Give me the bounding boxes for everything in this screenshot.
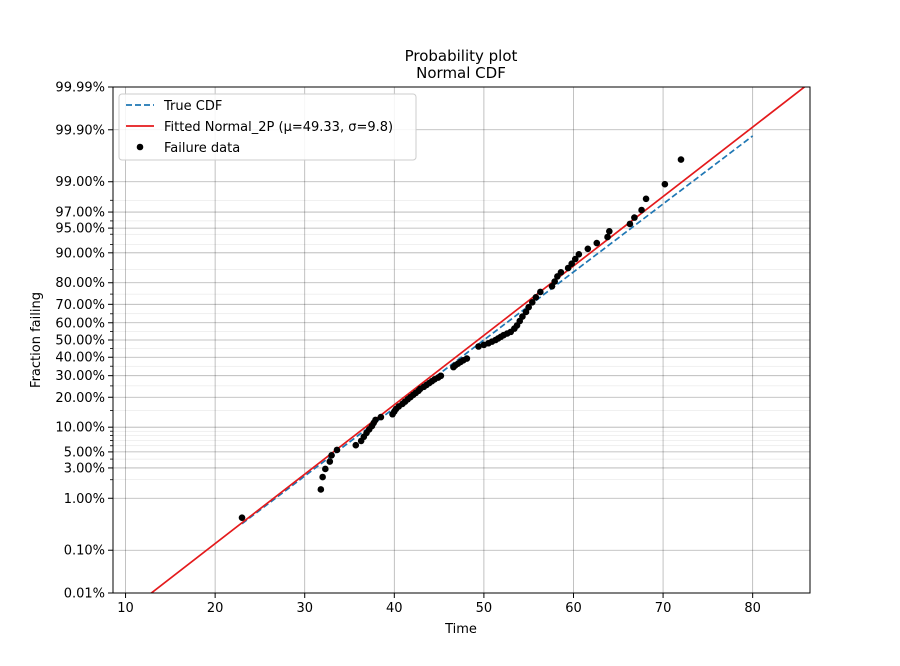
failure-data-point [677, 156, 685, 163]
grid-layer [113, 86, 810, 594]
y-tick-label: 30.00% [55, 369, 105, 384]
legend: True CDF Fitted Normal_2P (μ=49.33, σ=9.… [118, 93, 417, 161]
failure-data-point [568, 260, 575, 267]
failure-data-point [372, 416, 379, 424]
x-tick-label: 40 [386, 601, 403, 616]
failure-data-point [437, 372, 445, 380]
failure-data-point [606, 227, 613, 235]
failure-data-point [463, 355, 471, 362]
failure-data-point [642, 195, 650, 203]
axis-ticks: 0.01% 0.10% 1.00% 3.00%5.00% 10.00% 20.00% 30.… [55, 81, 761, 617]
series-lines [149, 87, 806, 593]
chart-subtitle: Normal CDF [416, 64, 506, 82]
y-tick-label: 20.00% [55, 391, 105, 406]
x-tick-label: 80 [744, 601, 761, 616]
y-tick-label: 60.00% [55, 316, 105, 331]
y-tick-label: 5.00% [64, 445, 105, 460]
x-tick-label: 10 [117, 601, 134, 616]
fitted-cdf-line [149, 87, 806, 593]
failure-data-point [584, 245, 592, 253]
failure-data-point [326, 458, 334, 465]
failure-data-point [548, 283, 556, 290]
failure-data-point [532, 293, 540, 301]
failure-data-point [238, 514, 246, 521]
failure-data-point [604, 233, 611, 241]
failure-data-point [377, 413, 385, 421]
y-tick-label: 50.00% [55, 334, 105, 349]
y-tick-label: 10.00% [55, 421, 105, 436]
failure-data-point [328, 452, 335, 459]
legend-failure-data-label: Failure data [164, 141, 240, 156]
failure-data-point [352, 441, 360, 449]
y-tick-label: 97.00% [55, 206, 105, 221]
failure-data-point [557, 269, 565, 276]
y-tick-label: 80.00% [55, 276, 105, 291]
x-tick-label: 20 [207, 601, 224, 616]
failure-data-point [319, 473, 326, 481]
legend-failure-data-swatch [136, 143, 144, 151]
failure-data-point [528, 299, 536, 306]
y-tick-label: 3.00% [64, 461, 105, 476]
x-axis-label: Time [444, 622, 477, 637]
failure-data-point [626, 220, 634, 228]
legend-fitted-label: Fitted Normal_2P (μ=49.33, σ=9.8) [164, 120, 393, 135]
failure-data-point [322, 465, 329, 473]
failure-data-point [475, 343, 482, 350]
y-tick-label: 95.00% [55, 222, 105, 237]
legend-true-cdf-label: True CDF [163, 99, 222, 114]
y-tick-label: 40.00% [55, 351, 105, 366]
failure-data-point [575, 251, 583, 258]
y-tick-label: 70.00% [55, 298, 105, 313]
failure-data-point [631, 214, 638, 221]
y-tick-label: 99.99% [55, 81, 105, 96]
failure-data-point [551, 278, 558, 285]
chart-title: Probability plot [405, 47, 518, 65]
failure-data-point [593, 239, 601, 247]
y-tick-label: 90.00% [55, 246, 105, 261]
failure-data-point [638, 206, 645, 214]
failure-data-point [333, 446, 341, 454]
y-tick-label: 99.00% [55, 175, 105, 190]
x-tick-label: 70 [655, 601, 672, 616]
legend-box [118, 93, 417, 161]
x-tick-label: 30 [296, 601, 313, 616]
true-cdf-line [241, 135, 754, 525]
x-tick-label: 50 [476, 601, 493, 616]
y-tick-label: 0.01% [64, 587, 105, 602]
failure-data-point [519, 313, 526, 320]
failure-data-point [317, 486, 325, 493]
y-tick-label: 99.90% [55, 123, 105, 138]
y-axis-label: Fraction failing [29, 292, 44, 388]
failure-data-point [661, 180, 669, 188]
failure-data-points [238, 156, 685, 521]
y-tick-label: 0.10% [64, 544, 105, 559]
failure-data-point [525, 303, 532, 311]
failure-data-point [537, 288, 544, 296]
y-tick-label: 1.00% [64, 492, 105, 507]
x-tick-label: 60 [565, 601, 582, 616]
failure-data-point [571, 255, 579, 263]
